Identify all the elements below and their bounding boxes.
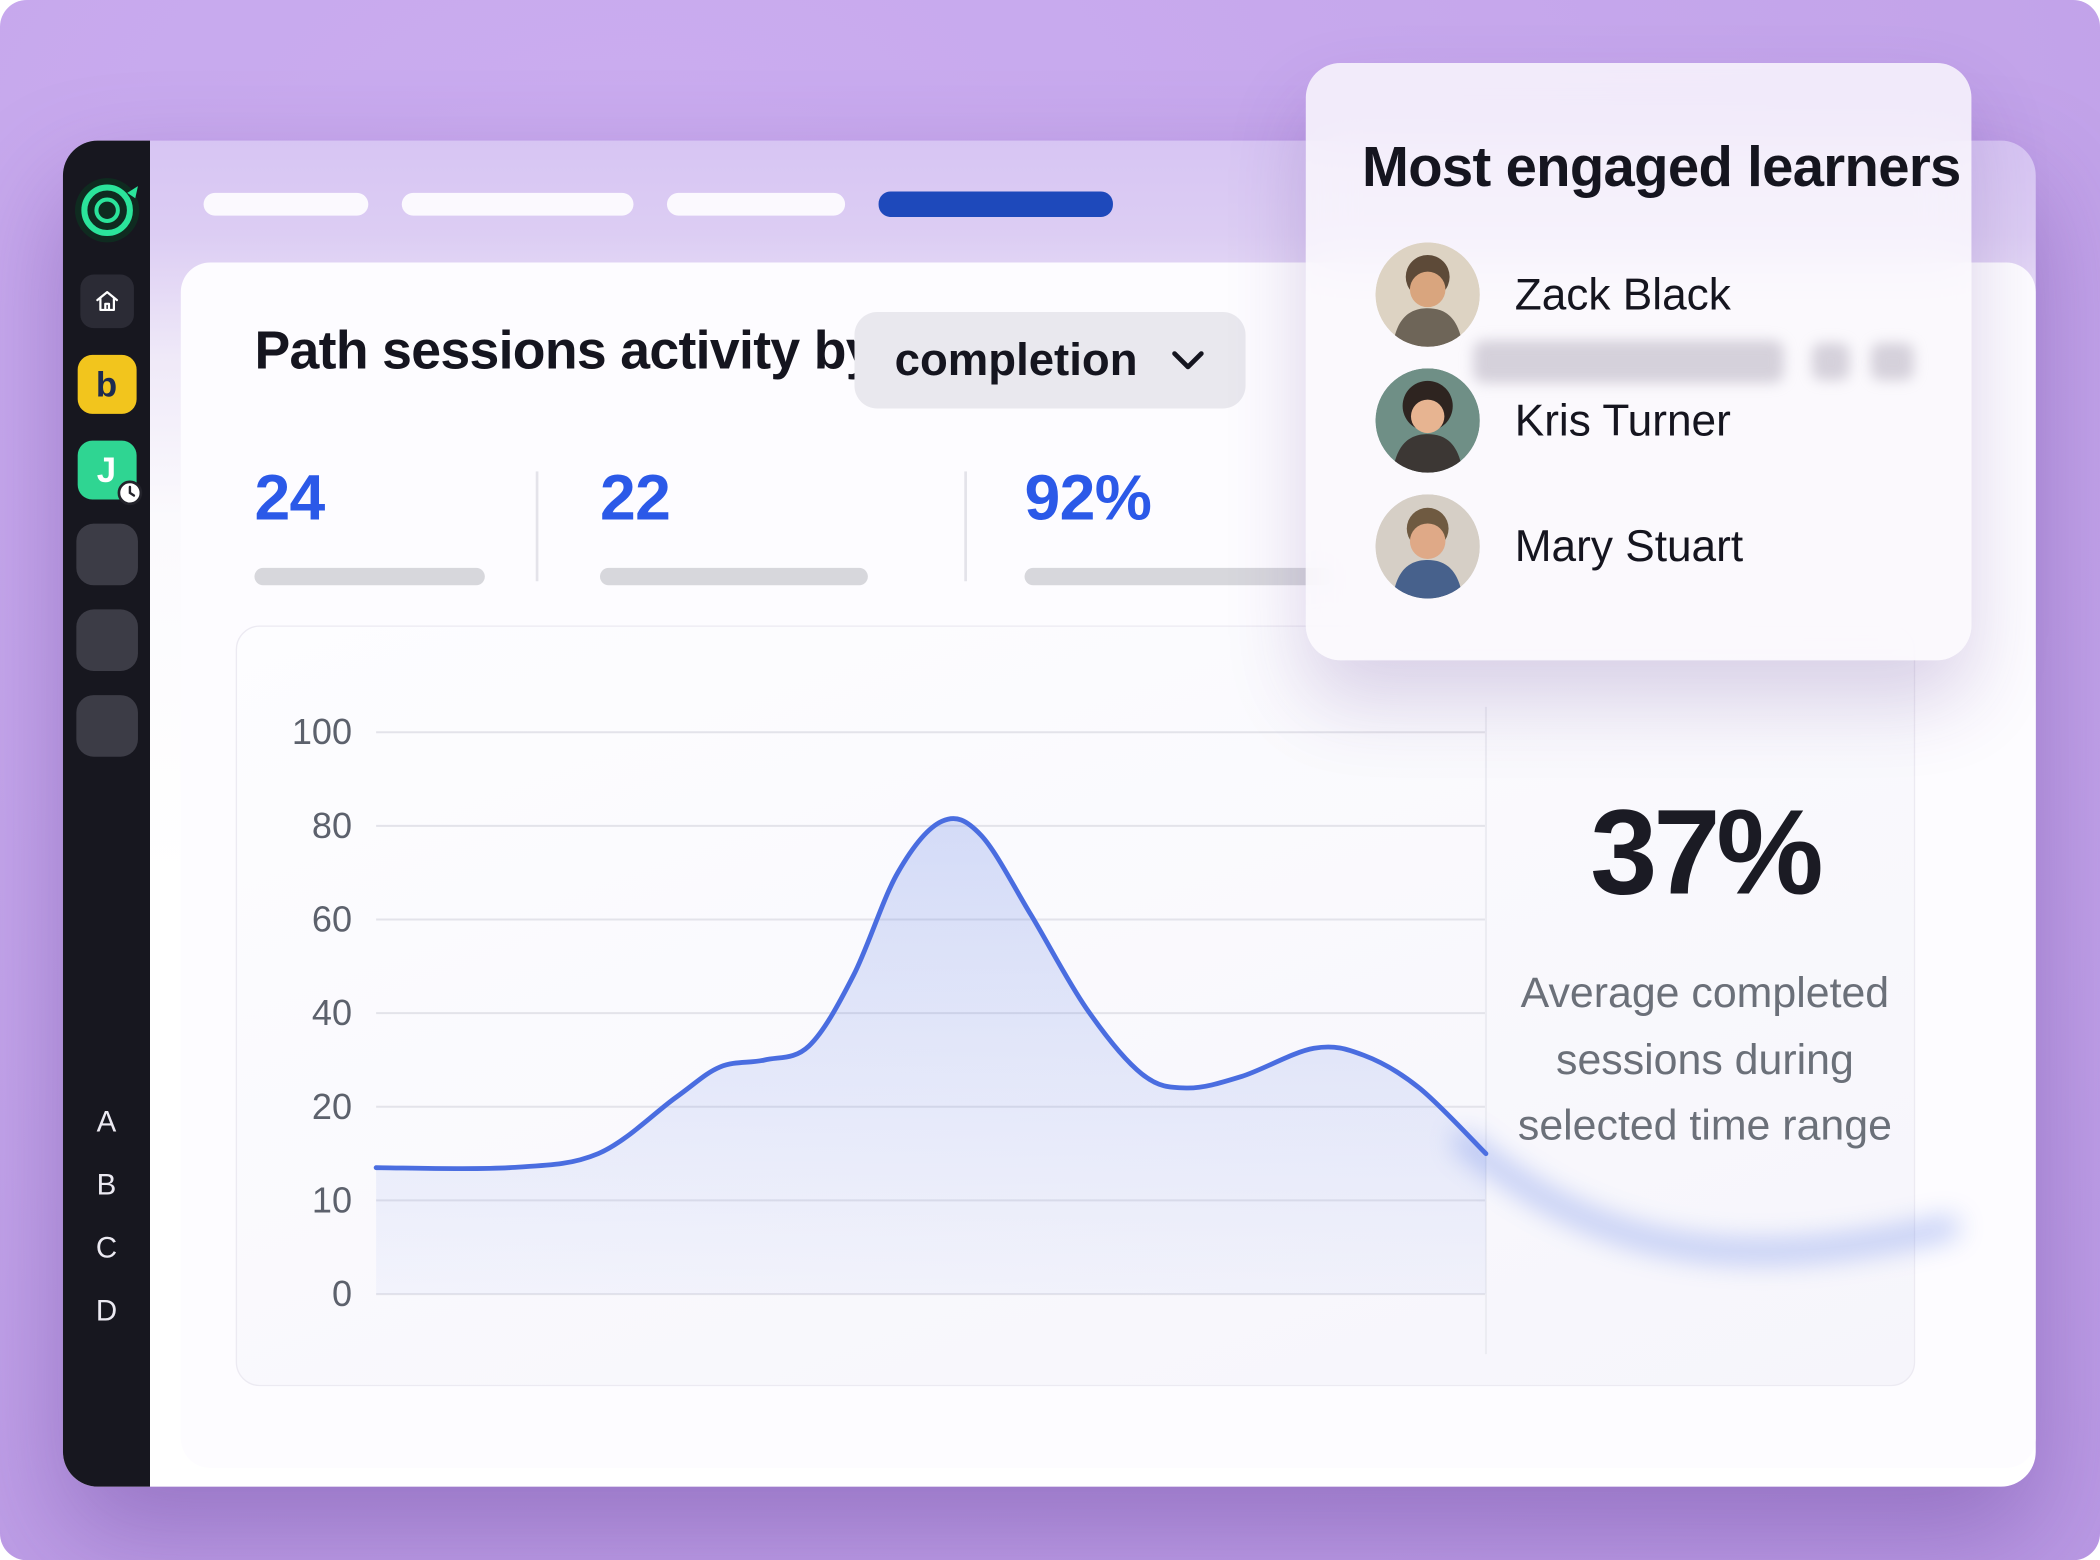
letter-label-b: B	[96, 1167, 117, 1202]
learner-row-zack-black[interactable]: Zack Black	[1375, 242, 1743, 347]
sidebar-placeholder-button-3[interactable]	[75, 695, 138, 757]
green-app-glyph-icon: J	[96, 449, 117, 490]
top-nav-pills	[203, 191, 1113, 217]
svg-text:80: 80	[312, 805, 352, 846]
learner-name: Mary Stuart	[1514, 520, 1744, 571]
summary-value: 37%	[1590, 786, 1823, 921]
yellow-app-glyph-icon: b	[95, 363, 118, 404]
sidebar-app-yellow-button[interactable]: b	[77, 354, 136, 414]
blurred-redacted-icon	[1870, 342, 1914, 381]
avatar-kris-turner	[1375, 368, 1480, 473]
chevron-down-icon	[1172, 351, 1204, 370]
stat-value: 22	[600, 463, 671, 535]
stat-divider	[535, 471, 539, 582]
avatar-mary-stuart	[1375, 494, 1480, 599]
nav-pill-2[interactable]	[401, 192, 634, 216]
letter-label-d: D	[95, 1293, 118, 1328]
home-button[interactable]	[79, 274, 134, 329]
blurred-redacted-icon	[1812, 342, 1850, 381]
clock-badge-icon	[116, 480, 142, 506]
dropdown-selected-label: completion	[894, 334, 1138, 386]
blurred-redacted-text	[1473, 340, 1784, 384]
learners-card-title: Most engaged learners	[1362, 135, 1961, 199]
stat-rate: 92%	[1024, 462, 1333, 586]
home-icon	[95, 291, 118, 312]
stat-divider	[964, 471, 967, 582]
svg-text:100: 100	[292, 711, 352, 752]
nav-pill-4-active[interactable]	[878, 191, 1113, 217]
sessions-activity-chart-card: 100 80 60 40 20 10 0 37% Average completed ses…	[235, 625, 1960, 1387]
svg-text:40: 40	[312, 992, 352, 1033]
letter-label-c: C	[95, 1230, 118, 1265]
learner-name: Zack Black	[1514, 269, 1731, 319]
letter-label-a: A	[96, 1104, 117, 1139]
svg-text:10: 10	[312, 1179, 352, 1220]
page-title: Path sessions activity by	[254, 321, 875, 381]
stat-value: 92%	[1024, 463, 1152, 535]
summary-caption: Average completed sessions during select…	[1517, 968, 1892, 1150]
stat-underline-bar	[600, 567, 868, 586]
sidebar: b J A B C D	[62, 140, 151, 1487]
stat-sessions: 24	[254, 462, 485, 586]
stat-underline-bar	[1024, 567, 1333, 586]
sidebar-placeholder-button-1[interactable]	[75, 523, 138, 586]
svg-text:20: 20	[312, 1086, 352, 1127]
learners-list: Zack Black Kris Turner	[1375, 242, 1744, 599]
nav-pill-3[interactable]	[666, 192, 846, 216]
stat-value: 24	[254, 463, 325, 535]
svg-text:0: 0	[332, 1273, 352, 1314]
stat-underline-bar	[254, 567, 485, 586]
app-logo-icon[interactable]	[72, 175, 142, 245]
learner-row-kris-turner[interactable]: Kris Turner	[1375, 368, 1743, 473]
summary-block: 37% Average completed sessions during se…	[1509, 785, 1900, 1160]
nav-pill-1[interactable]	[203, 192, 369, 216]
most-engaged-learners-card: Most engaged learners Zack Black	[1305, 62, 1972, 661]
learner-name: Kris Turner	[1514, 395, 1731, 445]
sidebar-placeholder-button-2[interactable]	[75, 609, 138, 671]
completion-dropdown[interactable]: completion	[854, 312, 1246, 409]
stat-completed: 22	[600, 462, 868, 586]
svg-text:60: 60	[312, 899, 352, 940]
sidebar-letter-labels: A B C D	[96, 1105, 117, 1329]
avatar-zack-black	[1375, 242, 1480, 347]
sidebar-app-green-button[interactable]: J	[77, 440, 142, 506]
learner-row-mary-stuart[interactable]: Mary Stuart	[1375, 494, 1744, 599]
